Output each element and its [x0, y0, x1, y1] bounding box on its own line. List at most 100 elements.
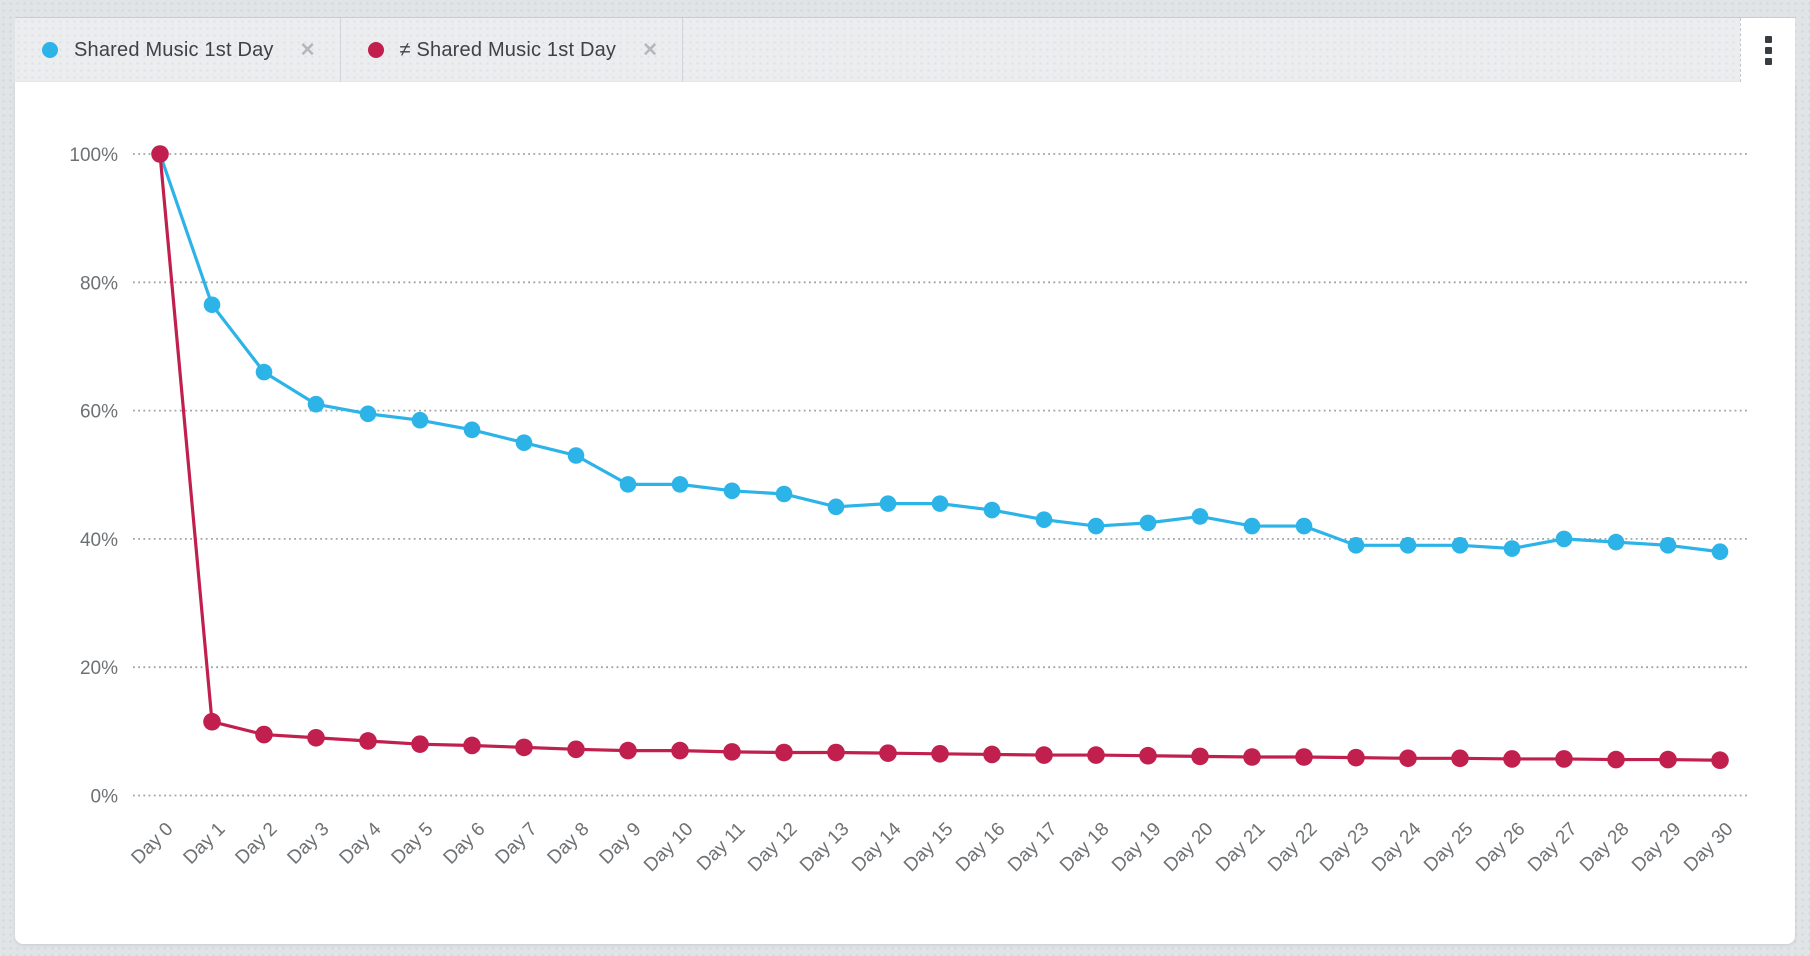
- data-point[interactable]: [1243, 517, 1261, 535]
- data-point[interactable]: [723, 743, 741, 761]
- data-point[interactable]: [359, 405, 377, 423]
- tab-label: Shared Music 1st Day: [74, 38, 274, 61]
- data-point[interactable]: [411, 411, 429, 429]
- data-point[interactable]: [307, 395, 325, 413]
- data-point[interactable]: [1451, 537, 1469, 554]
- data-point[interactable]: [1295, 517, 1313, 535]
- data-point[interactable]: [1711, 543, 1729, 561]
- x-axis-tick-label: Day 30: [1680, 819, 1737, 876]
- x-axis-tick-label: Day 24: [1368, 818, 1426, 876]
- data-point[interactable]: [1607, 750, 1625, 769]
- data-point[interactable]: [359, 732, 377, 750]
- data-point[interactable]: [1503, 750, 1521, 768]
- data-point[interactable]: [1399, 537, 1417, 554]
- data-point[interactable]: [1347, 748, 1365, 767]
- data-point[interactable]: [931, 495, 949, 512]
- x-axis-tick-label: Day 22: [1264, 819, 1321, 876]
- data-point[interactable]: [463, 421, 481, 439]
- x-axis-tick-label: Day 19: [1108, 819, 1165, 876]
- data-point[interactable]: [671, 741, 689, 760]
- data-point[interactable]: [1659, 537, 1677, 554]
- data-point[interactable]: [255, 363, 273, 381]
- data-point[interactable]: [1711, 751, 1729, 770]
- data-point[interactable]: [879, 495, 897, 512]
- data-point[interactable]: [775, 743, 793, 762]
- data-point[interactable]: [1191, 508, 1209, 525]
- data-point[interactable]: [515, 738, 533, 757]
- segment-tab-bar: Shared Music 1st Day ✕ ≠ Shared Music 1s…: [15, 17, 1795, 82]
- x-axis-tick-label: Day 21: [1212, 819, 1269, 876]
- tab-shared-music-1st-day[interactable]: Shared Music 1st Day ✕: [15, 18, 341, 82]
- x-axis-tick-label: Day 1: [180, 819, 230, 869]
- close-icon[interactable]: ✕: [642, 39, 659, 61]
- series-color-dot-blue: [42, 42, 58, 58]
- data-point[interactable]: [1139, 746, 1157, 765]
- data-point[interactable]: [1139, 514, 1157, 532]
- data-point[interactable]: [619, 741, 637, 760]
- y-axis-tick-label: 40%: [80, 530, 118, 551]
- x-axis-tick-label: Day 13: [796, 819, 853, 876]
- x-axis-tick-label: Day 6: [440, 819, 490, 869]
- data-point[interactable]: [515, 434, 533, 451]
- data-point[interactable]: [983, 501, 1001, 519]
- x-axis-tick-label: Day 10: [640, 819, 697, 876]
- data-point[interactable]: [827, 498, 845, 516]
- data-point[interactable]: [203, 712, 221, 731]
- close-icon[interactable]: ✕: [299, 39, 316, 61]
- data-point[interactable]: [1035, 746, 1053, 764]
- data-point[interactable]: [1035, 511, 1053, 528]
- data-point[interactable]: [671, 476, 689, 493]
- data-point[interactable]: [1243, 748, 1261, 766]
- data-point[interactable]: [1295, 748, 1313, 766]
- kebab-menu-icon: [1764, 35, 1772, 65]
- data-point[interactable]: [1087, 517, 1105, 535]
- data-point[interactable]: [983, 745, 1001, 764]
- data-point[interactable]: [1087, 746, 1105, 764]
- data-point[interactable]: [1191, 747, 1209, 766]
- chart-options-button[interactable]: [1740, 18, 1795, 82]
- data-point[interactable]: [1347, 537, 1365, 554]
- x-axis-tick-label: Day 25: [1420, 819, 1477, 876]
- x-axis-tick-label: Day 28: [1576, 819, 1633, 876]
- data-point[interactable]: [255, 725, 273, 744]
- data-point[interactable]: [463, 736, 481, 755]
- data-point[interactable]: [151, 145, 169, 163]
- data-point[interactable]: [203, 296, 221, 314]
- data-point[interactable]: [723, 482, 741, 500]
- x-axis-tick-label: Day 26: [1472, 819, 1529, 876]
- data-point[interactable]: [1503, 540, 1521, 557]
- x-axis-tick-label: Day 9: [596, 819, 646, 869]
- data-point[interactable]: [1555, 530, 1573, 548]
- data-point[interactable]: [1399, 749, 1417, 768]
- data-point[interactable]: [1555, 750, 1573, 768]
- data-point[interactable]: [411, 735, 429, 753]
- tab-bar-spacer: [683, 18, 1740, 82]
- retention-line-chart[interactable]: 0%20%40%60%80%100%Day 0 Day 1 Day 2 Day 3 Da…: [15, 82, 1795, 944]
- x-axis-tick-label: Day 0: [128, 819, 178, 869]
- data-point[interactable]: [1451, 749, 1469, 768]
- series-line-0: [158, 153, 1721, 554]
- x-axis-tick-label: Day 7: [492, 819, 542, 869]
- data-point[interactable]: [1659, 750, 1677, 769]
- data-point[interactable]: [1607, 533, 1625, 551]
- tab-label: ≠ Shared Music 1st Day: [399, 38, 617, 61]
- x-axis-tick-label: Day 27: [1524, 819, 1581, 876]
- data-point[interactable]: [307, 728, 325, 747]
- x-axis-tick-label: Day 5: [388, 819, 438, 869]
- x-axis-tick-label: Day 11: [693, 819, 749, 875]
- tab-not-shared-music-1st-day[interactable]: ≠ Shared Music 1st Day ✕: [341, 18, 684, 82]
- series-color-dot-crimson: [367, 42, 384, 58]
- y-axis-tick-label: 100%: [69, 145, 118, 166]
- data-point[interactable]: [879, 744, 897, 762]
- data-point[interactable]: [567, 447, 585, 464]
- chart-panel: Shared Music 1st Day ✕ ≠ Shared Music 1s…: [15, 17, 1795, 944]
- y-axis-tick-label: 0%: [91, 787, 119, 808]
- data-point[interactable]: [619, 476, 637, 493]
- x-axis-tick-label: Day 12: [744, 819, 801, 876]
- x-axis-tick-label: Day 2: [232, 819, 282, 869]
- data-point[interactable]: [775, 485, 793, 503]
- chart-card: 0% 20% 40% 60% 80% 100% Day 0 Day 1 Day 2 Day 3 Da…: [15, 82, 1795, 944]
- data-point[interactable]: [567, 740, 585, 759]
- data-point[interactable]: [931, 745, 949, 763]
- data-point[interactable]: [827, 743, 845, 762]
